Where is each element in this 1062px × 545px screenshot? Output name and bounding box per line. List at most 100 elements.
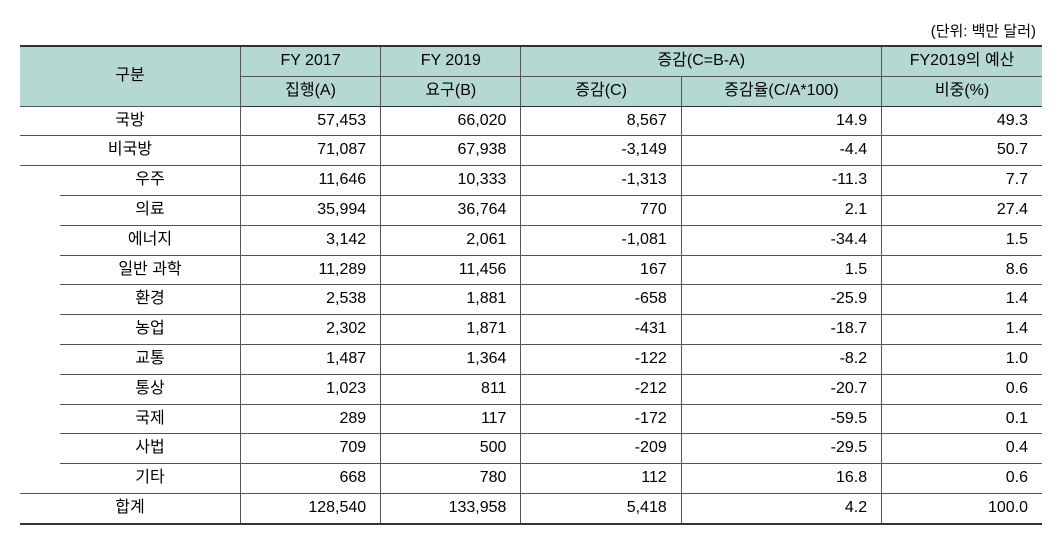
cell-b: 36,764 <box>381 195 521 225</box>
cell-a: 57,453 <box>240 106 380 136</box>
cell-share: 0.6 <box>882 464 1042 494</box>
cell-c: -1,081 <box>521 225 681 255</box>
cell-c: -1,313 <box>521 166 681 196</box>
row-label: 국제 <box>60 404 240 434</box>
row-label: 농업 <box>60 315 240 345</box>
row-label: 의료 <box>60 195 240 225</box>
cell-share: 0.4 <box>882 434 1042 464</box>
cell-share: 1.0 <box>882 344 1042 374</box>
cell-c: 112 <box>521 464 681 494</box>
cell-a: 668 <box>240 464 380 494</box>
cell-a: 3,142 <box>240 225 380 255</box>
cell-b: 500 <box>381 434 521 464</box>
col-change-rate: 증감율(C/A*100) <box>681 76 881 106</box>
cell-rate: 4.2 <box>681 493 881 523</box>
table-row: 비국방71,08767,938-3,149-4.450.7 <box>20 136 1042 166</box>
cell-c: -658 <box>521 285 681 315</box>
cell-c: -212 <box>521 374 681 404</box>
cell-share: 1.4 <box>882 315 1042 345</box>
row-label: 교통 <box>60 344 240 374</box>
col-change-group: 증감(C=B-A) <box>521 46 882 76</box>
row-label: 사법 <box>60 434 240 464</box>
cell-b: 1,364 <box>381 344 521 374</box>
cell-c: 167 <box>521 255 681 285</box>
cell-b: 1,881 <box>381 285 521 315</box>
col-fy2017: FY 2017 <box>240 46 380 76</box>
row-label: 기타 <box>60 464 240 494</box>
table-row: 기타66878011216.80.6 <box>20 464 1042 494</box>
row-label: 환경 <box>60 285 240 315</box>
table-row: 우주11,64610,333-1,313-11.37.7 <box>20 166 1042 196</box>
row-label: 국방 <box>20 106 240 136</box>
table-row: 일반 과학11,28911,4561671.58.6 <box>20 255 1042 285</box>
cell-a: 1,023 <box>240 374 380 404</box>
col-change: 증감(C) <box>521 76 681 106</box>
row-label: 에너지 <box>60 225 240 255</box>
cell-a: 128,540 <box>240 493 380 523</box>
cell-c: 5,418 <box>521 493 681 523</box>
cell-b: 117 <box>381 404 521 434</box>
cell-a: 35,994 <box>240 195 380 225</box>
cell-share: 1.4 <box>882 285 1042 315</box>
col-fy2019: FY 2019 <box>381 46 521 76</box>
cell-share: 0.6 <box>882 374 1042 404</box>
cell-c: -209 <box>521 434 681 464</box>
cell-share: 1.5 <box>882 225 1042 255</box>
cell-share: 50.7 <box>882 136 1042 166</box>
row-label: 합계 <box>20 493 240 523</box>
cell-a: 289 <box>240 404 380 434</box>
cell-rate: -4.4 <box>681 136 881 166</box>
cell-rate: -8.2 <box>681 344 881 374</box>
total-row: 합계128,540133,9585,4184.2100.0 <box>20 493 1042 523</box>
cell-c: -431 <box>521 315 681 345</box>
row-label: 우주 <box>60 166 240 196</box>
cell-rate: -59.5 <box>681 404 881 434</box>
table-row: 사법709500-209-29.50.4 <box>20 434 1042 464</box>
table-row: 국방57,45366,0208,56714.949.3 <box>20 106 1042 136</box>
cell-rate: 1.5 <box>681 255 881 285</box>
table-row: 통상1,023811-212-20.70.6 <box>20 374 1042 404</box>
unit-label: (단위: 백만 달러) <box>20 20 1042 41</box>
indent-cell <box>20 166 60 494</box>
cell-b: 811 <box>381 374 521 404</box>
cell-rate: -11.3 <box>681 166 881 196</box>
cell-rate: -18.7 <box>681 315 881 345</box>
cell-share: 100.0 <box>882 493 1042 523</box>
cell-rate: -20.7 <box>681 374 881 404</box>
cell-b: 10,333 <box>381 166 521 196</box>
cell-a: 2,538 <box>240 285 380 315</box>
cell-share: 27.4 <box>882 195 1042 225</box>
table-row: 농업2,3021,871-431-18.71.4 <box>20 315 1042 345</box>
cell-rate: 16.8 <box>681 464 881 494</box>
row-label: 일반 과학 <box>60 255 240 285</box>
cell-rate: -29.5 <box>681 434 881 464</box>
table-row: 국제289117-172-59.50.1 <box>20 404 1042 434</box>
cell-c: -172 <box>521 404 681 434</box>
cell-a: 11,289 <box>240 255 380 285</box>
cell-a: 1,487 <box>240 344 380 374</box>
table-row: 에너지3,1422,061-1,081-34.41.5 <box>20 225 1042 255</box>
cell-a: 2,302 <box>240 315 380 345</box>
cell-share: 7.7 <box>882 166 1042 196</box>
cell-rate: 2.1 <box>681 195 881 225</box>
col-fy2019-sub: 요구(B) <box>381 76 521 106</box>
cell-rate: -34.4 <box>681 225 881 255</box>
cell-share: 0.1 <box>882 404 1042 434</box>
table-row: 교통1,4871,364-122-8.21.0 <box>20 344 1042 374</box>
table-row: 환경2,5381,881-658-25.91.4 <box>20 285 1042 315</box>
col-category: 구분 <box>20 46 240 106</box>
cell-c: -3,149 <box>521 136 681 166</box>
cell-a: 11,646 <box>240 166 380 196</box>
cell-a: 709 <box>240 434 380 464</box>
cell-b: 2,061 <box>381 225 521 255</box>
cell-c: -122 <box>521 344 681 374</box>
cell-a: 71,087 <box>240 136 380 166</box>
cell-b: 66,020 <box>381 106 521 136</box>
col-share: FY2019의 예산 <box>882 46 1042 76</box>
col-share-sub: 비중(%) <box>882 76 1042 106</box>
col-fy2017-sub: 집행(A) <box>240 76 380 106</box>
cell-rate: -25.9 <box>681 285 881 315</box>
cell-b: 133,958 <box>381 493 521 523</box>
cell-c: 770 <box>521 195 681 225</box>
cell-share: 8.6 <box>882 255 1042 285</box>
